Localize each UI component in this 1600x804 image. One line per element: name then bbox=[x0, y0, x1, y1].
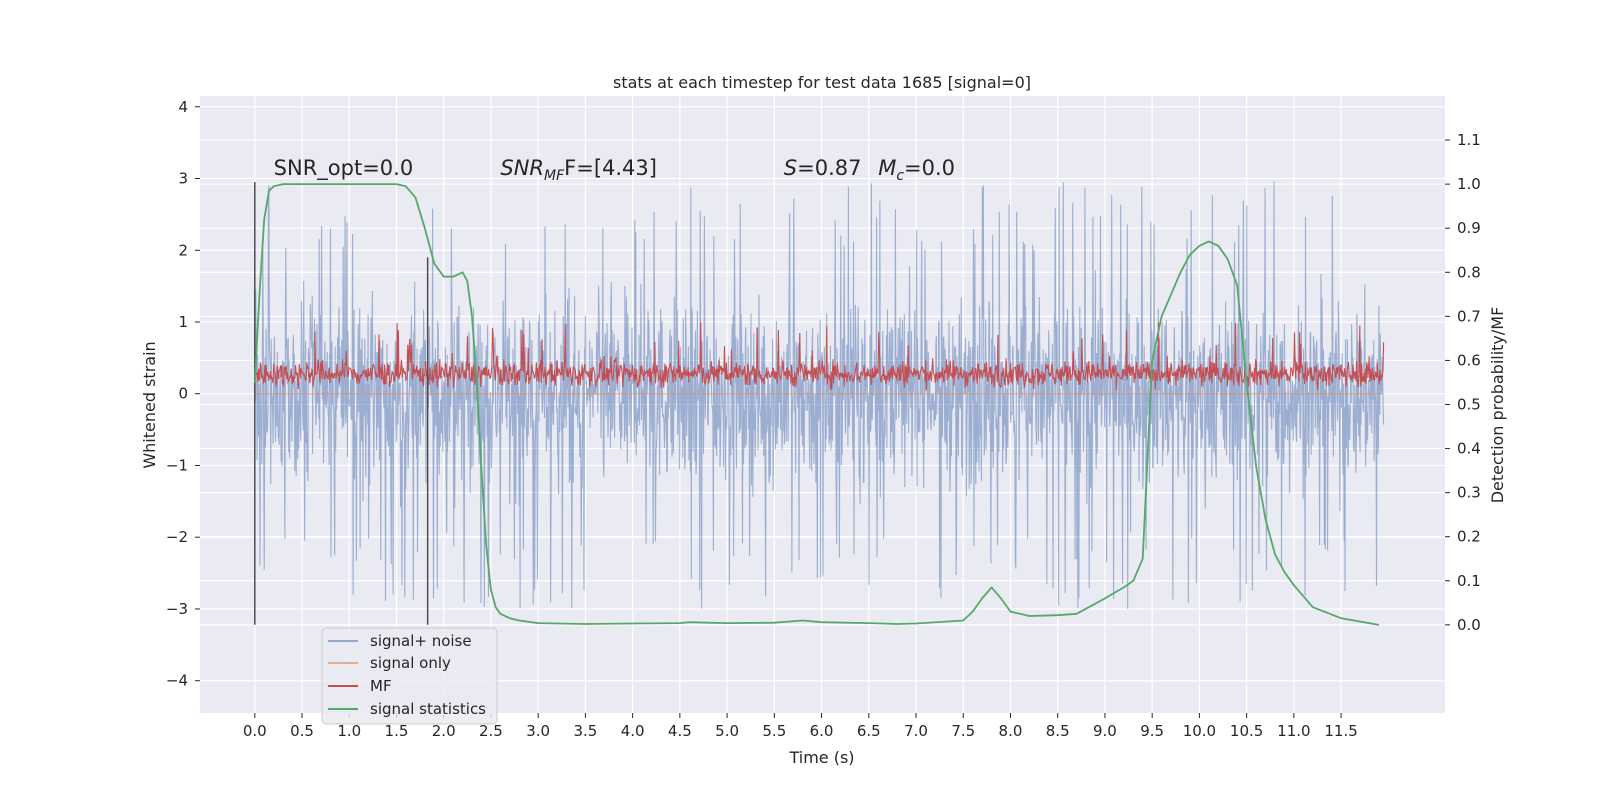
chart-title: stats at each timestep for test data 168… bbox=[613, 73, 1031, 92]
annotations: SNR_opt=0.0 SNRMFF=[4.43] S=0.87 Mc=0.0 bbox=[274, 156, 955, 184]
vertical-markers bbox=[254, 182, 429, 625]
mf-line bbox=[254, 322, 1385, 391]
x-tick-label-16: 8.0 bbox=[999, 722, 1023, 740]
y-tick-label-5: 1 bbox=[178, 313, 188, 331]
series-signal-noise bbox=[254, 181, 1385, 609]
y-tick-label-1: −3 bbox=[166, 600, 188, 618]
y2-tick-label-4: 0.4 bbox=[1457, 440, 1481, 458]
y2-tick-label-0: 0.0 bbox=[1457, 616, 1481, 634]
x-tick-label-9: 4.5 bbox=[668, 722, 692, 740]
x-tick-label-22: 11.0 bbox=[1277, 722, 1310, 740]
y-tick-label-6: 2 bbox=[178, 241, 188, 259]
series-mf bbox=[254, 322, 1385, 391]
x-tick-label-11: 5.5 bbox=[762, 722, 786, 740]
x-tick-label-8: 4.0 bbox=[621, 722, 645, 740]
x-tick-label-18: 9.0 bbox=[1093, 722, 1117, 740]
signal-noise-line bbox=[254, 181, 1385, 609]
y2-tick-label-9: 0.9 bbox=[1457, 219, 1481, 237]
x-tick-label-3: 1.5 bbox=[385, 722, 409, 740]
x-tick-label-2: 1.0 bbox=[337, 722, 361, 740]
y2-tick-label-1: 0.1 bbox=[1457, 572, 1481, 590]
y-axis-label: Whitened strain bbox=[140, 341, 159, 468]
x-tick-label-7: 3.5 bbox=[573, 722, 597, 740]
y2-tick-label-8: 0.8 bbox=[1457, 263, 1481, 281]
x-tick-label-12: 6.0 bbox=[810, 722, 834, 740]
legend-label-signal-noise: signal+ noise bbox=[370, 632, 472, 650]
x-tick-label-4: 2.0 bbox=[432, 722, 456, 740]
y-tick-label-2: −2 bbox=[166, 528, 188, 546]
x-tick-label-23: 11.5 bbox=[1324, 722, 1357, 740]
y2-tick-label-2: 0.2 bbox=[1457, 528, 1481, 546]
x-tick-label-14: 7.0 bbox=[904, 722, 928, 740]
series-signal-statistics bbox=[253, 183, 1380, 626]
x-axis-label: Time (s) bbox=[788, 748, 854, 767]
x-tick-label-5: 2.5 bbox=[479, 722, 503, 740]
annotation-0: SNR_opt=0.0 bbox=[274, 156, 414, 181]
y-tick-label-8: 4 bbox=[178, 98, 188, 116]
x-tick-label-19: 9.5 bbox=[1140, 722, 1164, 740]
y-tick-label-7: 3 bbox=[178, 170, 188, 188]
legend-label-mf: MF bbox=[370, 677, 392, 695]
x-tick-label-0: 0.0 bbox=[243, 722, 267, 740]
axes: 0.0 0.5 1.0 1.5 2.0 2.5 3.0 3.5 4.0 4.5 5.0 5.5 6.0 6… bbox=[166, 98, 1481, 740]
x-tick-label-15: 7.5 bbox=[951, 722, 975, 740]
x-tick-label-20: 10.0 bbox=[1183, 722, 1216, 740]
x-tick-label-10: 5.0 bbox=[715, 722, 739, 740]
y2-tick-label-6: 0.6 bbox=[1457, 351, 1481, 369]
annotation-3: Mc=0.0 bbox=[878, 156, 955, 184]
y2-tick-label-3: 0.3 bbox=[1457, 484, 1481, 502]
x-tick-label-21: 10.5 bbox=[1230, 722, 1263, 740]
legend-label-signal-statistics: signal statistics bbox=[370, 700, 486, 718]
annotation-1: SNRMFF=[4.43] bbox=[500, 156, 657, 184]
legend: signal+ noise signal only MF signal stat… bbox=[321, 627, 498, 725]
x-tick-label-13: 6.5 bbox=[857, 722, 881, 740]
annotation-2: S=0.87 bbox=[784, 156, 862, 180]
y-tick-label-3: −1 bbox=[166, 456, 188, 474]
y2-tick-label-11: 1.1 bbox=[1457, 131, 1481, 149]
x-tick-label-17: 8.5 bbox=[1046, 722, 1070, 740]
y2-tick-label-10: 1.0 bbox=[1457, 175, 1481, 193]
x-tick-label-6: 3.0 bbox=[526, 722, 550, 740]
y2-axis-label: Detection probability/MF bbox=[1488, 307, 1507, 504]
x-tick-label-1: 0.5 bbox=[290, 722, 314, 740]
y-tick-label-4: 0 bbox=[178, 385, 188, 403]
signal-statistics-line bbox=[253, 183, 1380, 626]
legend-label-signal-only: signal only bbox=[370, 654, 451, 672]
legend-box bbox=[321, 627, 498, 725]
y2-tick-label-7: 0.7 bbox=[1457, 307, 1481, 325]
y-tick-label-0: −4 bbox=[166, 672, 188, 690]
y2-tick-label-5: 0.5 bbox=[1457, 396, 1481, 414]
